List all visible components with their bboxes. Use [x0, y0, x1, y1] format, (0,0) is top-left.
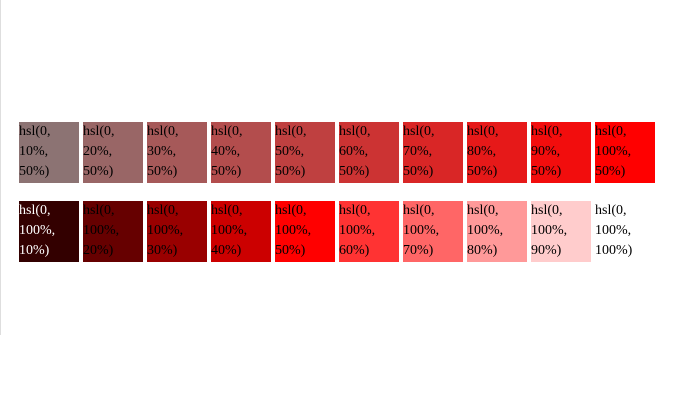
- color-swatch: hsl(0, 100%, 40%): [211, 201, 271, 262]
- swatch-label: hsl(0, 100%, 60%): [339, 203, 376, 258]
- swatch-label: hsl(0, 50%, 50%): [275, 124, 307, 179]
- color-swatch: hsl(0, 100%, 90%): [531, 201, 591, 262]
- color-swatch: hsl(0, 90%, 50%): [531, 122, 591, 183]
- swatch-label: hsl(0, 100%, 70%): [403, 203, 440, 258]
- swatch-label: hsl(0, 70%, 50%): [403, 124, 435, 179]
- color-swatch: hsl(0, 80%, 50%): [467, 122, 527, 183]
- color-swatch: hsl(0, 100%, 30%): [147, 201, 207, 262]
- swatch-label: hsl(0, 100%, 100%): [595, 203, 633, 258]
- swatch-label: hsl(0, 100%, 80%): [467, 203, 504, 258]
- color-swatch: hsl(0, 100%, 70%): [403, 201, 463, 262]
- swatch-label: hsl(0, 100%, 50%): [275, 203, 312, 258]
- swatch-label: hsl(0, 100%, 20%): [83, 203, 120, 258]
- swatch-label: hsl(0, 100%, 90%): [531, 203, 568, 258]
- color-swatch: hsl(0, 100%, 100%): [595, 201, 655, 262]
- swatch-label: hsl(0, 100%, 50%): [595, 124, 632, 179]
- swatch-label: hsl(0, 100%, 40%): [211, 203, 248, 258]
- color-swatch: hsl(0, 100%, 10%): [19, 201, 79, 262]
- swatch-label: hsl(0, 100%, 10%): [19, 203, 56, 258]
- swatch-label: hsl(0, 100%, 30%): [147, 203, 184, 258]
- color-swatch: hsl(0, 100%, 60%): [339, 201, 399, 262]
- color-swatch: hsl(0, 30%, 50%): [147, 122, 207, 183]
- color-swatch: hsl(0, 10%, 50%): [19, 122, 79, 183]
- left-border-line: [0, 0, 1, 335]
- swatch-label: hsl(0, 80%, 50%): [467, 124, 499, 179]
- color-swatch: hsl(0, 100%, 50%): [595, 122, 655, 183]
- color-swatch: hsl(0, 60%, 50%): [339, 122, 399, 183]
- swatch-label: hsl(0, 90%, 50%): [531, 124, 563, 179]
- swatch-label: hsl(0, 40%, 50%): [211, 124, 243, 179]
- color-swatch: hsl(0, 100%, 80%): [467, 201, 527, 262]
- swatch-label: hsl(0, 60%, 50%): [339, 124, 371, 179]
- color-swatch: hsl(0, 50%, 50%): [275, 122, 335, 183]
- color-swatch: hsl(0, 100%, 50%): [275, 201, 335, 262]
- swatch-label: hsl(0, 30%, 50%): [147, 124, 179, 179]
- color-swatch: hsl(0, 20%, 50%): [83, 122, 143, 183]
- swatch-label: hsl(0, 20%, 50%): [83, 124, 115, 179]
- color-swatch: hsl(0, 40%, 50%): [211, 122, 271, 183]
- swatch-label: hsl(0, 10%, 50%): [19, 124, 51, 179]
- color-swatch: hsl(0, 100%, 20%): [83, 201, 143, 262]
- color-swatch: hsl(0, 70%, 50%): [403, 122, 463, 183]
